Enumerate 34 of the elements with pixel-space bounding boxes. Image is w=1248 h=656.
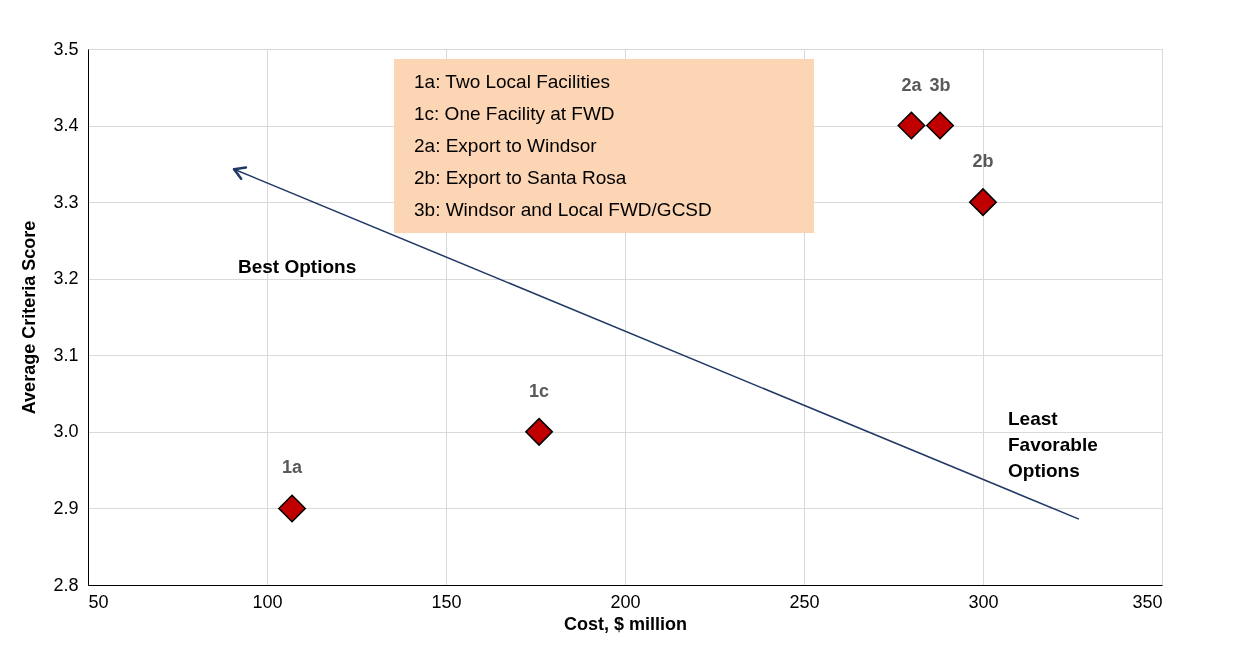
point [525,417,554,446]
x-tick-label: 50 [88,591,109,612]
y-tick-label: 3.1 [53,344,79,365]
point [969,188,997,217]
x-axis-title: Cost, $ million [563,613,688,634]
point [278,494,307,523]
x-tick-label: 200 [610,591,641,612]
annotation: 1c: One Facility at FWD [414,103,615,124]
annotation: Best Options [238,256,357,277]
y-tick-label: 2.8 [53,574,79,595]
y-tick-label: 3.0 [53,421,79,442]
annotation: 1c [529,380,550,401]
annotation: 2b [972,151,994,172]
y-axis-title: Average Criteria Score [19,220,40,415]
point [926,111,955,140]
x-tick-label: 100 [252,591,283,612]
x-tick-label: 300 [968,591,999,612]
annotation: 3b [929,74,951,95]
x-tick-label: 250 [789,591,820,612]
x-tick-label: 150 [431,591,462,612]
annotation: 3b: Windsor and Local FWD/GCSD [414,199,712,220]
annotation: 1a [282,457,304,478]
annotation: 2a [901,74,923,95]
y-tick-label: 3.2 [53,268,79,289]
x-tick-label: 350 [1132,591,1163,612]
y-tick-label: 3.5 [53,38,79,59]
annotation: Least Favorable Options [1008,408,1098,481]
annotation: 2b: Export to Santa Rosa [414,167,627,188]
point [897,111,926,140]
y-tick-label: 3.3 [53,191,79,212]
annotation: 2a: Export to Windsor [414,135,598,156]
y-tick-label: 3.4 [53,115,79,136]
annotation: 1a: Two Local Facilities [414,71,611,92]
y-tick-label: 2.9 [53,497,79,518]
